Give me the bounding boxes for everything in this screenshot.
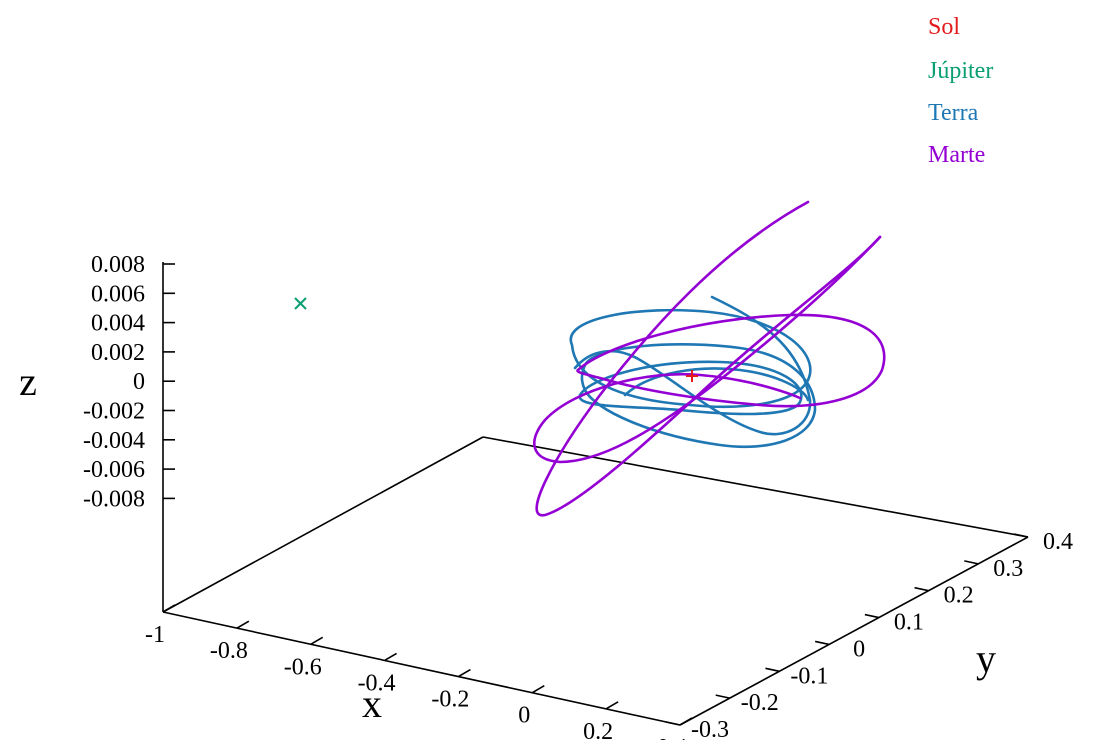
y-tick [665, 721, 681, 726]
back-x-line [482, 436, 1029, 538]
z-tick-label: -0.002 [83, 399, 145, 425]
x-tick-label: -0.6 [284, 654, 322, 680]
z-tick-label: -0.006 [83, 457, 145, 483]
z-tick-label: 0.002 [91, 340, 145, 366]
terra-orbit-2 [580, 343, 817, 449]
marte-orbit-3 [533, 235, 882, 464]
y-tick [765, 667, 780, 673]
legend-terra: Terra [928, 100, 979, 126]
x-tick-label: -1 [145, 622, 165, 648]
base-plane [162, 436, 1029, 726]
z-tick-label: 0.006 [91, 281, 145, 307]
x-tick-label: -0.4 [358, 670, 396, 696]
y-ticks: -0.3 -0.2 -0.1 0 0.1 0.2 0.3 0.4 [665, 529, 1073, 740]
z-ticks: 0.008 0.006 0.004 0.002 0 -0.002 -0.004 -0.006 -… [83, 252, 175, 512]
x-tick-label: 0 [518, 703, 530, 729]
legend-sol: Sol [928, 14, 960, 40]
y-tick-label: 0 [853, 636, 865, 662]
y-tick [964, 560, 979, 565]
z-tick-label: -0.008 [83, 486, 145, 512]
x-tick [384, 652, 397, 662]
x-ticks: -1 -0.8 -0.6 -0.4 -0.2 0 0.2 0.4 [145, 604, 693, 740]
terra-orbit-3 [578, 360, 803, 416]
legend-jupiter: Júpiter [928, 58, 993, 84]
marte-orbit-2 [576, 313, 886, 408]
legend: Sol Júpiter Terra Marte [928, 14, 993, 168]
y-tick [715, 694, 730, 699]
z-tick-label: -0.004 [83, 428, 145, 454]
terra-orbit-1 [569, 308, 812, 409]
y-tick-label: 0.4 [1043, 529, 1073, 555]
y-tick [814, 640, 830, 646]
x-tick-label: -0.8 [210, 638, 248, 664]
series-marte [533, 200, 886, 517]
y-tick [1013, 533, 1029, 538]
y-tick-label: 0.2 [944, 583, 974, 609]
y-axis-label: y [976, 636, 996, 681]
terra-orbit-4 [573, 295, 812, 436]
legend-marte: Marte [928, 142, 985, 168]
x-tick [605, 701, 619, 710]
z-tick-label: 0.004 [91, 311, 145, 337]
y-tick-label: 0.3 [993, 556, 1023, 582]
y-tick [864, 613, 880, 619]
z-tick-label: 0 [133, 369, 145, 395]
x-tick-label: 0.4 [657, 735, 687, 740]
back-y-line [162, 436, 484, 613]
y-tick [914, 586, 929, 592]
x-tick [310, 636, 324, 645]
x-tick [162, 604, 176, 613]
x-tick [531, 685, 545, 694]
x-tick [679, 717, 693, 726]
marte-orbit-1 [535, 200, 882, 517]
z-axis: 0.008 0.006 0.004 0.002 0 -0.002 -0.004 -0.006 -… [83, 252, 175, 612]
x-tick-label: 0.2 [583, 719, 613, 740]
jupiter-marker [294, 297, 307, 310]
y-tick-label: 0.1 [894, 610, 924, 636]
x-tick [458, 668, 471, 678]
y-tick-label: -0.3 [691, 717, 729, 740]
z-axis-label: z [19, 359, 37, 404]
x-tick [236, 620, 250, 629]
y-tick-label: -0.1 [790, 663, 828, 689]
y-axis-line [679, 536, 1029, 726]
x-tick-label: -0.2 [431, 687, 469, 713]
x-axis-line [162, 611, 681, 726]
sol-marker [686, 370, 698, 382]
z-tick-label: 0.008 [91, 252, 145, 278]
x-axis-label: x [362, 681, 382, 726]
y-tick-label: -0.2 [741, 690, 779, 716]
